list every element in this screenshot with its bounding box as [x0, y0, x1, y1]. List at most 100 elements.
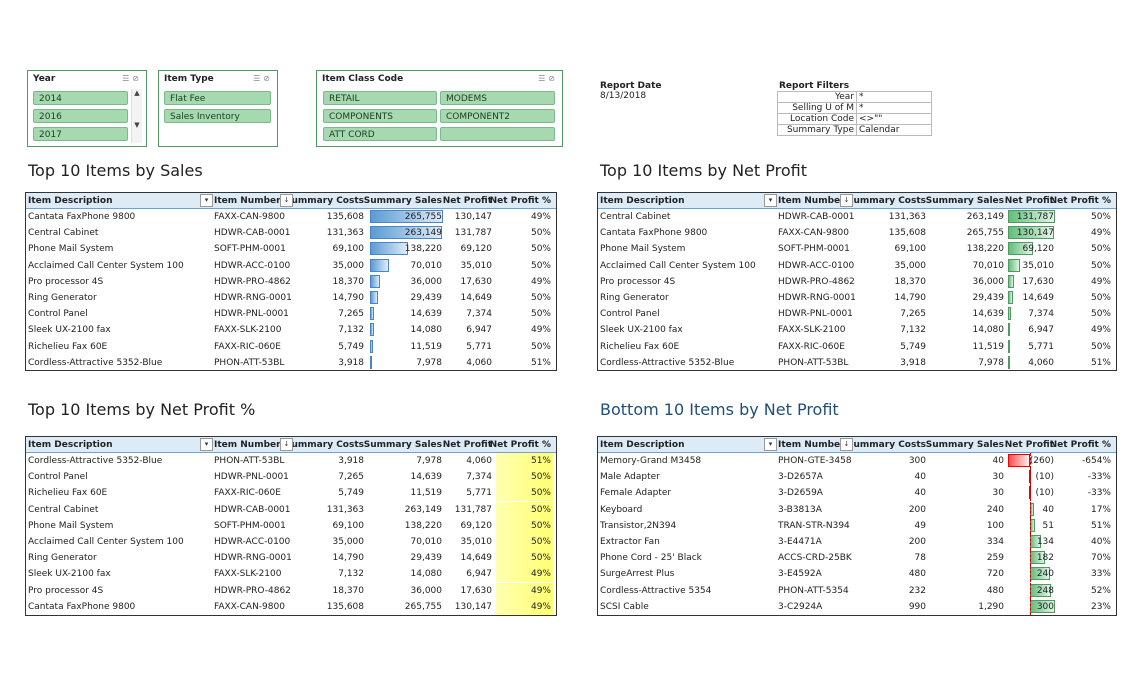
table-row[interactable]: Transistor,2N394 TRAN-STR-N394 49 100 51 51%: [598, 517, 1116, 534]
data-bar: [1008, 339, 1011, 353]
table-row[interactable]: Pro processor 4S HDWR-PRO-4862 18,370 36,00…: [26, 582, 556, 599]
data-bar: [1008, 242, 1033, 256]
scroll-up-icon[interactable]: ▲: [134, 89, 140, 97]
table-row[interactable]: Central Cabinet HDWR-CAB-0001 131,363 263,1…: [26, 501, 556, 518]
column-header-cost[interactable]: Summary Costs: [847, 440, 926, 450]
table-row[interactable]: Richelieu Fax 60E FAXX-RIC-060E 5,749 11,51…: [598, 339, 1116, 355]
column-header-profit[interactable]: Net Profit: [1004, 440, 1054, 450]
table-row[interactable]: Control Panel HDWR-PNL-0001 7,265 14,639 7,3…: [26, 469, 556, 486]
table-row[interactable]: Keyboard 3-B3813A 200 240 40 17%: [598, 501, 1116, 518]
table-row[interactable]: Richelieu Fax 60E FAXX-RIC-060E 5,749 11,51…: [26, 339, 556, 355]
table-row[interactable]: Ring Generator HDWR-RNG-0001 14,790 29,439 1…: [598, 290, 1116, 306]
slicer-scrollbar[interactable]: ▲ ▼: [131, 89, 142, 143]
column-header-sales[interactable]: Summary Sales: [363, 440, 442, 450]
table-row[interactable]: Cordless-Attractive 5354 PHON-ATT-5354 232…: [598, 582, 1116, 599]
column-header-pct[interactable]: Net Profit %: [1049, 440, 1111, 450]
table-row[interactable]: Cantata FaxPhone 9800 FAXX-CAN-9800 135,60…: [598, 225, 1116, 241]
sort-dropdown-icon[interactable]: ↓: [840, 194, 853, 207]
slicer-item-att-cord[interactable]: ATT CORD: [323, 127, 437, 141]
slicer-item-flat-fee[interactable]: Flat Fee: [164, 91, 271, 105]
table-row[interactable]: Cantata FaxPhone 9800 FAXX-CAN-9800 135,60…: [26, 598, 556, 615]
multi-select-icon[interactable]: ☰: [122, 74, 133, 83]
column-header-desc[interactable]: Item Description: [600, 196, 685, 206]
sort-dropdown-icon[interactable]: ↓: [280, 438, 293, 451]
column-header-num[interactable]: Item Number: [778, 196, 845, 206]
column-header-pct[interactable]: Net Profit %: [489, 196, 551, 206]
filter-dropdown-icon[interactable]: ▾: [764, 438, 777, 451]
table-row[interactable]: Phone Mail System SOFT-PHM-0001 69,100 138,…: [26, 517, 556, 534]
table-row[interactable]: Richelieu Fax 60E FAXX-RIC-060E 5,749 11,51…: [26, 485, 556, 502]
table-row[interactable]: SCSI Cable 3-C2924A 990 1,290 300 23%: [598, 598, 1116, 615]
table-row[interactable]: Acclaimed Call Center System 100 HDWR-ACC…: [26, 534, 556, 550]
table-row[interactable]: Cordless-Attractive 5352-Blue PHON-ATT-53…: [26, 355, 556, 371]
net-profit: 69,120: [1022, 244, 1055, 255]
column-header-cost[interactable]: Summary Costs: [285, 440, 364, 450]
table-row[interactable]: Sleek UX-2100 fax FAXX-SLK-2100 7,132 14,08…: [26, 322, 556, 338]
table-row[interactable]: Memory-Grand M3458 PHON-GTE-3458 300 40 (260…: [598, 453, 1116, 469]
slicer-item-2016[interactable]: 2016: [33, 109, 128, 123]
column-header-sales[interactable]: Summary Sales: [925, 196, 1004, 206]
column-header-desc[interactable]: Item Description: [600, 440, 685, 450]
scroll-down-icon[interactable]: ▼: [134, 121, 140, 129]
table-row[interactable]: Control Panel HDWR-PNL-0001 7,265 14,639 7,3…: [26, 306, 556, 322]
filter-dropdown-icon[interactable]: ▾: [764, 194, 777, 207]
table-row[interactable]: Control Panel HDWR-PNL-0001 7,265 14,639 7,3…: [598, 306, 1116, 322]
table-row[interactable]: Phone Cord - 25' Black ACCS-CRD-25BK 78 259…: [598, 550, 1116, 567]
item-number: HDWR-RNG-0001: [778, 293, 856, 303]
slicer-item-component2[interactable]: COMPONENT2: [440, 109, 555, 123]
table-row[interactable]: Central Cabinet HDWR-CAB-0001 131,363 263,1…: [26, 225, 556, 241]
slicer-item-blank[interactable]: [440, 127, 555, 141]
column-header-profit[interactable]: Net Profit: [442, 440, 492, 450]
filter-key: Selling U of M: [777, 102, 857, 114]
table-row[interactable]: Cordless-Attractive 5352-Blue PHON-ATT-53…: [598, 355, 1116, 371]
column-header-num[interactable]: Item Number: [778, 440, 845, 450]
item-number: HDWR-ACC-0100: [214, 537, 291, 547]
table-row[interactable]: SurgeArrest Plus 3-E4592A 480 720 240 33%: [598, 566, 1116, 583]
clear-filter-icon[interactable]: ⊘: [548, 74, 558, 83]
table-row[interactable]: Acclaimed Call Center System 100 HDWR-ACC…: [598, 258, 1116, 274]
column-header-num[interactable]: Item Number: [214, 196, 281, 206]
filter-dropdown-icon[interactable]: ▾: [200, 438, 213, 451]
slicer-item-sales-inventory[interactable]: Sales Inventory: [164, 109, 271, 123]
multi-select-icon[interactable]: ☰: [538, 74, 549, 83]
table-row[interactable]: Cordless-Attractive 5352-Blue PHON-ATT-53…: [26, 453, 556, 469]
column-header-desc[interactable]: Item Description: [28, 196, 113, 206]
table-row[interactable]: Ring Generator HDWR-RNG-0001 14,790 29,439 1…: [26, 550, 556, 567]
column-header-pct[interactable]: Net Profit %: [1049, 196, 1111, 206]
sort-dropdown-icon[interactable]: ↓: [280, 194, 293, 207]
multi-select-icon[interactable]: ☰: [253, 74, 264, 83]
net-profit-pct: -654%: [1082, 456, 1111, 466]
column-header-num[interactable]: Item Number: [214, 440, 281, 450]
slicer-item-2014[interactable]: 2014: [33, 91, 128, 105]
table-row[interactable]: Acclaimed Call Center System 100 HDWR-ACC…: [26, 258, 556, 274]
table-row[interactable]: Cantata FaxPhone 9800 FAXX-CAN-9800 135,60…: [26, 209, 556, 225]
column-header-sales[interactable]: Summary Sales: [925, 440, 1004, 450]
clear-filter-icon[interactable]: ⊘: [132, 74, 142, 83]
column-header-desc[interactable]: Item Description: [28, 440, 113, 450]
table-row[interactable]: Central Cabinet HDWR-CAB-0001 131,363 263,1…: [598, 209, 1116, 225]
column-header-cost[interactable]: Summary Costs: [847, 196, 926, 206]
slicer-item-modems[interactable]: MODEMS: [440, 91, 555, 105]
table-row[interactable]: Ring Generator HDWR-RNG-0001 14,790 29,439 1…: [26, 290, 556, 306]
slicer-item-2017[interactable]: 2017: [33, 127, 128, 141]
table-row[interactable]: Sleek UX-2100 fax FAXX-SLK-2100 7,132 14,08…: [598, 322, 1116, 338]
filter-dropdown-icon[interactable]: ▾: [200, 194, 213, 207]
table-row[interactable]: Phone Mail System SOFT-PHM-0001 69,100 138,…: [26, 241, 556, 257]
column-header-profit[interactable]: Net Profit: [1004, 196, 1054, 206]
net-profit-pct: 49%: [530, 212, 551, 222]
table-row[interactable]: Male Adapter 3-D2657A 40 30 (10) -33%: [598, 469, 1116, 486]
column-header-sales[interactable]: Summary Sales: [363, 196, 442, 206]
slicer-item-components[interactable]: COMPONENTS: [323, 109, 437, 123]
table-row[interactable]: Pro processor 4S HDWR-PRO-4862 18,370 36,00…: [26, 274, 556, 290]
column-header-profit[interactable]: Net Profit: [442, 196, 492, 206]
table-row[interactable]: Female Adapter 3-D2659A 40 30 (10) -33%: [598, 485, 1116, 502]
column-header-pct[interactable]: Net Profit %: [489, 440, 551, 450]
table-row[interactable]: Pro processor 4S HDWR-PRO-4862 18,370 36,00…: [598, 274, 1116, 290]
column-header-cost[interactable]: Summary Costs: [285, 196, 364, 206]
table-row[interactable]: Extractor Fan 3-E4471A 200 334 134 40%: [598, 534, 1116, 550]
sort-dropdown-icon[interactable]: ↓: [840, 438, 853, 451]
clear-filter-icon[interactable]: ⊘: [263, 74, 273, 83]
table-row[interactable]: Phone Mail System SOFT-PHM-0001 69,100 138,…: [598, 241, 1116, 257]
table-row[interactable]: Sleek UX-2100 fax FAXX-SLK-2100 7,132 14,08…: [26, 566, 556, 583]
slicer-item-retail[interactable]: RETAIL: [323, 91, 437, 105]
